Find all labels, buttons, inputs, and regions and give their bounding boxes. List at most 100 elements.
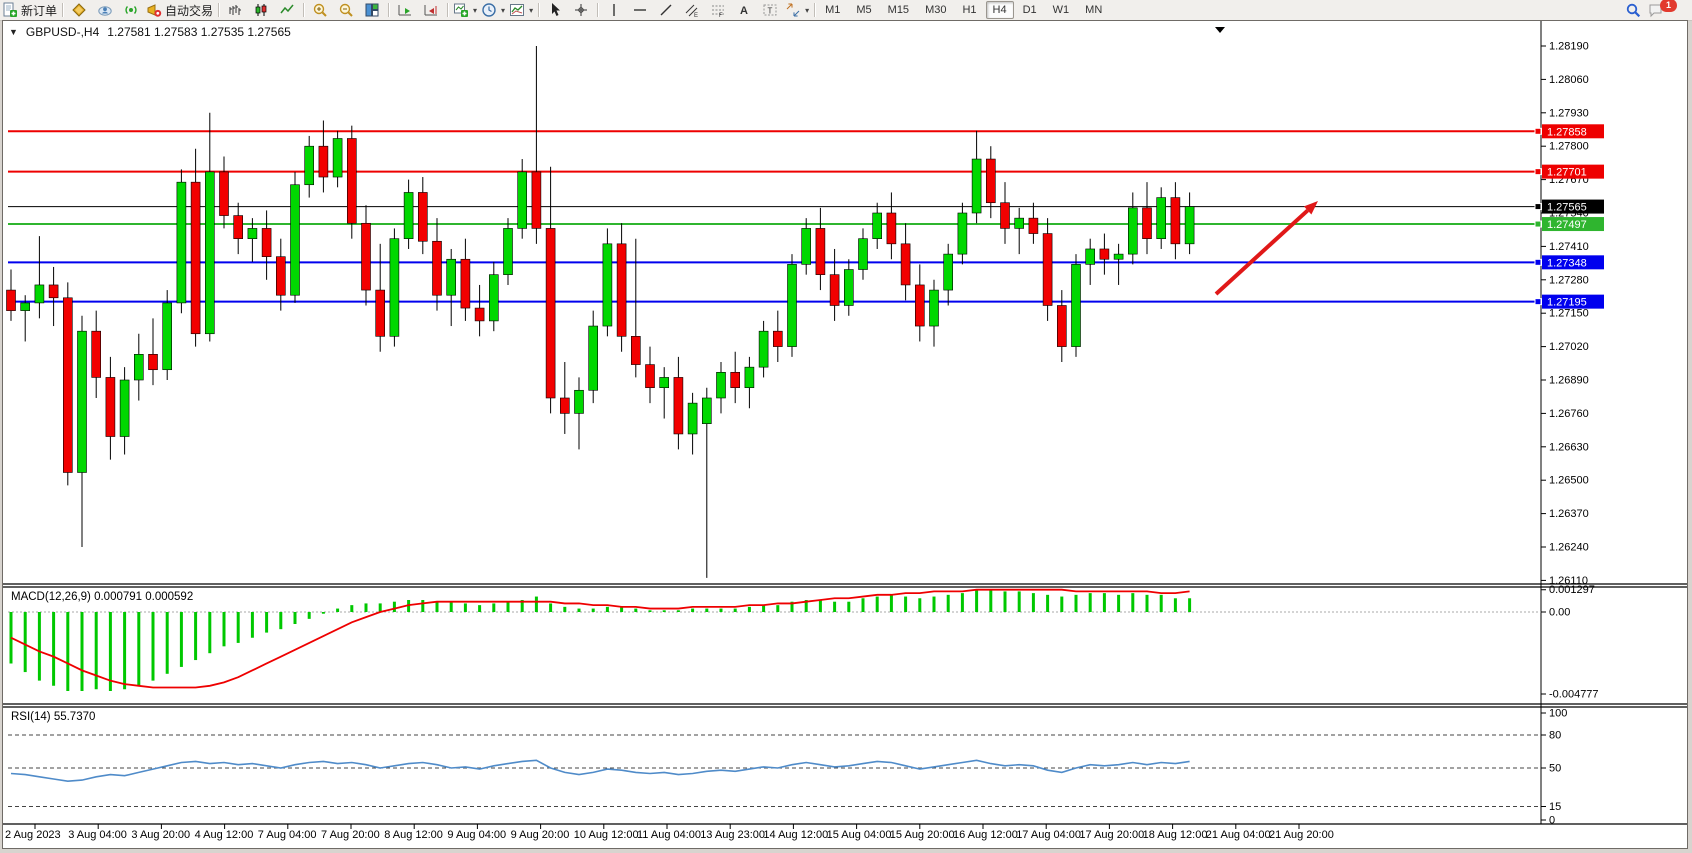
- vertical-line-tool-button[interactable]: [601, 1, 627, 19]
- svg-text:13 Aug 23:00: 13 Aug 23:00: [700, 829, 765, 841]
- trendline-icon: [660, 4, 672, 16]
- svg-text:100: 100: [1549, 708, 1567, 720]
- svg-text:1.26760: 1.26760: [1549, 408, 1589, 420]
- equidistant-channel-tool-button[interactable]: E: [679, 1, 705, 19]
- community-button[interactable]: [92, 1, 118, 19]
- svg-text:1.27800: 1.27800: [1549, 141, 1589, 153]
- svg-text:1.26240: 1.26240: [1549, 542, 1589, 554]
- rsi-label: RSI(14) 55.7370: [11, 711, 95, 723]
- macd-label: MACD(12,26,9) 0.000791 0.000592: [11, 591, 193, 603]
- dropdown-arrow-icon: ▾: [473, 5, 478, 15]
- svg-text:1.27858: 1.27858: [1547, 126, 1587, 138]
- autotrading-label: 自动交易: [165, 3, 214, 18]
- svg-text:1.26110: 1.26110: [1549, 575, 1588, 587]
- timeframe-button-h4[interactable]: H4: [985, 1, 1014, 19]
- bar-chart-mode-button[interactable]: [222, 1, 248, 19]
- trendline-tool-button[interactable]: [653, 1, 679, 19]
- cursor-button[interactable]: [542, 1, 568, 19]
- timeframe-button-h1[interactable]: H1: [962, 4, 977, 16]
- timeframe-button-mn[interactable]: MN: [1085, 4, 1103, 16]
- svg-text:1.27410: 1.27410: [1549, 241, 1589, 253]
- svg-text:1.27701: 1.27701: [1547, 167, 1587, 179]
- periods-button[interactable]: ▾: [479, 1, 507, 19]
- gold-diamond-icon: [72, 3, 86, 17]
- text-label-tool-button[interactable]: T: [757, 1, 783, 19]
- symbol-period-label: GBPUSD-,H4: [25, 25, 100, 39]
- svg-text:0.00: 0.00: [1549, 607, 1570, 619]
- new-chart-icon: [454, 3, 469, 17]
- shift-marker-icon[interactable]: [1215, 27, 1225, 33]
- svg-text:1.28190: 1.28190: [1549, 41, 1589, 53]
- cloud-user-icon: [98, 6, 112, 16]
- svg-text:50: 50: [1549, 763, 1561, 775]
- signal-icon: [125, 6, 137, 14]
- chart-window[interactable]: ▼ GBPUSD-,H4 1.27581 1.27583 1.27535 1.2…: [2, 20, 1688, 849]
- search-button[interactable]: [1620, 1, 1646, 19]
- trend-arrow-annotation[interactable]: [1214, 201, 1318, 296]
- new-chart-button[interactable]: ▾: [451, 1, 479, 19]
- svg-text:1.28060: 1.28060: [1549, 74, 1589, 86]
- timeframe-button-m30[interactable]: M30: [925, 4, 947, 16]
- chart-shift-button[interactable]: [418, 1, 444, 19]
- horizontal-line-tool-button[interactable]: [627, 1, 653, 19]
- timeframe-button-m1[interactable]: M1: [825, 4, 841, 16]
- chart-shift-icon: [424, 5, 438, 16]
- auto-scroll-icon: [398, 5, 412, 16]
- svg-text:15 Aug 04:00: 15 Aug 04:00: [827, 829, 892, 841]
- autotrading-button[interactable]: 自动交易: [144, 1, 215, 19]
- signal-button[interactable]: [118, 1, 144, 19]
- svg-text:2 Aug 2023: 2 Aug 2023: [5, 829, 61, 841]
- svg-text:21 Aug 20:00: 21 Aug 20:00: [1269, 829, 1334, 841]
- crosshair-button[interactable]: [568, 1, 594, 19]
- dropdown-arrow-icon: ▾: [805, 5, 810, 15]
- arrows-tool-button[interactable]: ▾: [783, 1, 811, 19]
- timeframe-button-m15[interactable]: M15: [887, 4, 910, 16]
- svg-text:14 Aug 12:00: 14 Aug 12:00: [763, 829, 828, 841]
- svg-text:-0.004777: -0.004777: [1549, 688, 1599, 700]
- toolbar: 新订单 自动交易 ▾ ▾: [0, 0, 1692, 21]
- templates-button[interactable]: ▾: [507, 1, 535, 19]
- zoom-out-button[interactable]: [333, 1, 359, 19]
- fibonacci-tool-button[interactable]: F: [705, 1, 731, 19]
- dropdown-arrow-icon: ▾: [501, 5, 506, 15]
- timeframe-button-w1[interactable]: W1: [1052, 4, 1070, 16]
- timeframe-button-m5[interactable]: M5: [856, 4, 872, 16]
- channel-icon: E: [685, 4, 698, 18]
- new-order-button[interactable]: 新订单: [0, 1, 59, 19]
- svg-text:18 Aug 12:00: 18 Aug 12:00: [1143, 829, 1208, 841]
- timeframe-toolbar: M1 M5 M15 M30 H1 H4 D1 W1 MN: [818, 1, 1109, 19]
- svg-text:F: F: [719, 13, 723, 18]
- svg-text:15 Aug 20:00: 15 Aug 20:00: [890, 829, 955, 841]
- market-depth-button[interactable]: [66, 1, 92, 19]
- text-tool-button[interactable]: A: [731, 1, 757, 19]
- line-chart-mode-button[interactable]: [274, 1, 300, 19]
- vertical-line-icon: [613, 4, 615, 16]
- candlestick-icon: [255, 4, 267, 16]
- collapse-triangle-icon[interactable]: ▼: [9, 27, 18, 37]
- chart-canvas[interactable]: 0.001297 0.00 -0.004777 MACD(12,26,9) 0.000…: [3, 21, 1687, 848]
- svg-text:16 Aug 12:00: 16 Aug 12:00: [953, 829, 1018, 841]
- zoom-in-button[interactable]: [307, 1, 333, 19]
- svg-text:80: 80: [1549, 730, 1561, 742]
- svg-text:7 Aug 04:00: 7 Aug 04:00: [258, 829, 317, 841]
- svg-text:3 Aug 20:00: 3 Aug 20:00: [131, 829, 190, 841]
- svg-text:1.27280: 1.27280: [1549, 274, 1589, 286]
- svg-text:1.26630: 1.26630: [1549, 441, 1589, 453]
- zoom-in-icon: [313, 3, 327, 17]
- zoom-out-icon: [339, 3, 353, 17]
- auto-scroll-button[interactable]: [392, 1, 418, 19]
- svg-text:9 Aug 04:00: 9 Aug 04:00: [447, 829, 506, 841]
- svg-text:10 Aug 12:00: 10 Aug 12:00: [574, 829, 639, 841]
- clock-icon: [482, 3, 496, 17]
- crosshair-icon: [575, 4, 588, 16]
- horizontal-lines[interactable]: [8, 130, 1541, 303]
- tile-windows-button[interactable]: [359, 1, 385, 19]
- chat-notification-button[interactable]: 1: [1646, 0, 1686, 19]
- svg-text:11 Aug 04:00: 11 Aug 04:00: [637, 829, 701, 841]
- svg-text:7 Aug 20:00: 7 Aug 20:00: [321, 829, 380, 841]
- candlestick-mode-button[interactable]: [248, 1, 274, 19]
- candles-layer: [6, 27, 1225, 578]
- svg-text:1.27195: 1.27195: [1547, 297, 1587, 309]
- timeframe-button-d1[interactable]: D1: [1022, 4, 1037, 16]
- svg-text:1.27497: 1.27497: [1547, 219, 1587, 231]
